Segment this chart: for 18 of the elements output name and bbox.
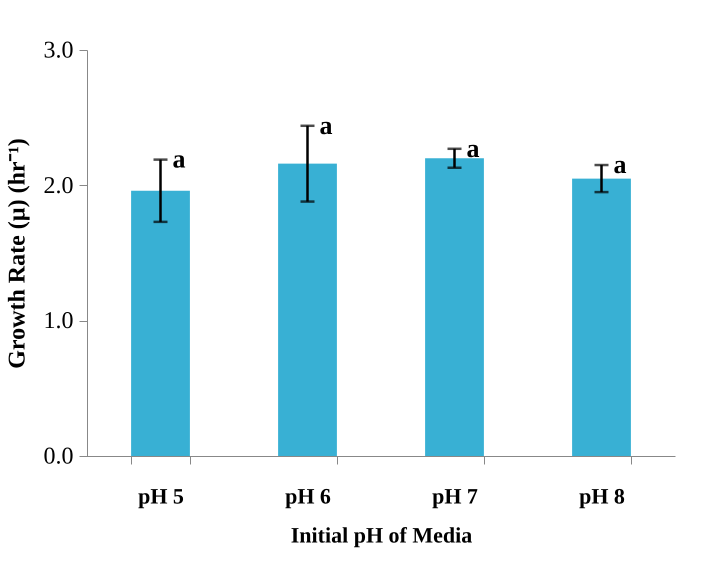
x-tick-label: pH 8 xyxy=(579,484,625,508)
bar xyxy=(131,190,190,456)
annotation: a xyxy=(466,134,480,163)
bar xyxy=(572,178,631,456)
bar xyxy=(278,164,337,456)
annotation: a xyxy=(172,144,186,174)
y-tick-label: 0.0 xyxy=(44,444,74,470)
x-tick-label: pH 5 xyxy=(138,484,184,508)
y-tick-label: 3.0 xyxy=(44,38,74,64)
x-tick-label: pH 6 xyxy=(285,484,331,508)
y-axis-title: Growth Rate (µ) (hr⁻¹) xyxy=(4,138,30,369)
y-tick-label: 1.0 xyxy=(44,308,74,334)
y-tick-label: 2.0 xyxy=(44,172,74,199)
bar xyxy=(425,158,484,456)
x-tick-label: pH 7 xyxy=(432,484,478,508)
x-axis-title: Initial pH of Media xyxy=(290,522,472,548)
annotation: a xyxy=(614,150,626,180)
annotation: a xyxy=(320,110,332,140)
